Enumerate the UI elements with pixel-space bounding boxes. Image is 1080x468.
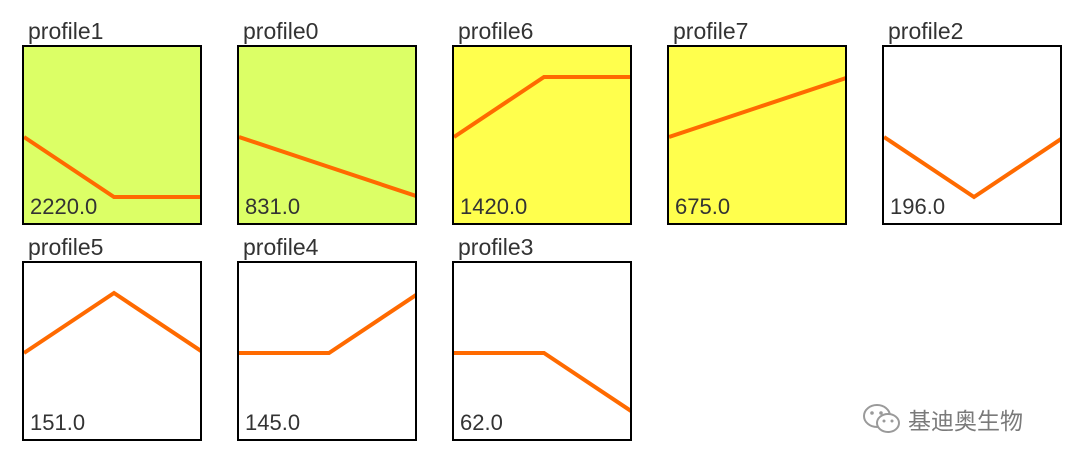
panel-plot-area: 675.0	[667, 45, 847, 225]
panel-gene-count: 675.0	[675, 194, 731, 219]
watermark: 基迪奥生物	[862, 402, 1023, 436]
profile-panel: profile1 2220.0	[22, 18, 202, 225]
panel-title: profile7	[673, 18, 749, 44]
panel-gene-count: 196.0	[890, 194, 946, 219]
panel-title: profile3	[458, 234, 534, 260]
panel-plot-svg	[239, 293, 415, 355]
profile-panel: profile5 151.0	[22, 234, 202, 441]
panel-plot-svg	[454, 75, 630, 139]
panel-title: profile4	[243, 234, 319, 260]
panel-plot-svg	[24, 290, 200, 355]
panel-gene-count: 62.0	[460, 410, 503, 435]
profile-line	[239, 135, 415, 198]
panel-plot-area: 831.0	[237, 45, 417, 225]
profile-panel: profile3 62.0	[452, 234, 632, 441]
panel-plot-svg	[239, 135, 415, 198]
panel-title: profile0	[243, 18, 319, 44]
panel-plot-svg	[669, 76, 845, 139]
profile-line	[239, 293, 415, 355]
profile-line	[884, 135, 1060, 200]
panel-plot-area: 2220.0	[22, 45, 202, 225]
panel-title: profile1	[28, 18, 104, 44]
profile-panel: profile6 1420.0	[452, 18, 632, 225]
panel-title: profile6	[458, 18, 534, 44]
panel-gene-count: 831.0	[245, 194, 301, 219]
profile-line	[454, 75, 630, 139]
panel-plot-svg	[454, 351, 630, 413]
profile-panel: profile4 145.0	[237, 234, 417, 441]
panel-plot-area: 62.0	[452, 261, 632, 441]
panel-plot-area: 145.0	[237, 261, 417, 441]
panel-title: profile2	[888, 18, 964, 44]
panel-plot-area: 196.0	[882, 45, 1062, 225]
watermark-text: 基迪奥生物	[908, 409, 1023, 435]
profile-panel: profile2 196.0	[882, 18, 1062, 225]
panel-title: profile5	[28, 234, 104, 260]
panel-plot-area: 1420.0	[452, 45, 632, 225]
panel-gene-count: 145.0	[245, 410, 301, 435]
profile-line	[669, 76, 845, 139]
profile-line	[24, 135, 200, 199]
panel-plot-area: 151.0	[22, 261, 202, 441]
panel-plot-svg	[24, 135, 200, 199]
panel-plot-svg	[884, 135, 1060, 200]
profile-panel: profile0 831.0	[237, 18, 417, 225]
wechat-icon	[863, 404, 900, 433]
panel-gene-count: 151.0	[30, 410, 86, 435]
profile-line	[24, 290, 200, 355]
profile-line	[454, 351, 630, 413]
panel-gene-count: 2220.0	[30, 194, 98, 219]
panel-gene-count: 1420.0	[460, 194, 528, 219]
profile-panel: profile7 675.0	[667, 18, 847, 225]
